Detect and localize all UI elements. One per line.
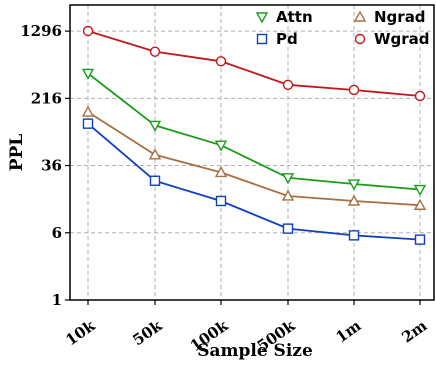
data-point-wgrad [348, 84, 360, 96]
data-point-pd [282, 223, 294, 234]
series-attn [81, 68, 427, 196]
data-point-pd [149, 175, 161, 186]
data-point-attn [281, 173, 295, 185]
x-tick-label: 50k [129, 316, 165, 349]
series-layer [81, 25, 427, 245]
legend-marker-attn [255, 12, 269, 24]
data-point-wgrad [414, 90, 426, 102]
series-line-wgrad [87, 30, 421, 97]
x-tick-label: 1m [332, 316, 364, 346]
y-tick-label: 6 [52, 224, 62, 242]
y-axis-title: PPL [7, 134, 27, 172]
data-point-ngrad [413, 198, 427, 210]
legend-label-pd: Pd [276, 30, 298, 48]
legend: Attn Ngrad Pd Wgrad [255, 8, 430, 48]
series-wgrad [82, 25, 426, 102]
y-tick-label: 1296 [20, 22, 62, 40]
data-point-wgrad [149, 46, 161, 57]
data-point-attn [81, 68, 95, 80]
y-tick-label: 1 [52, 291, 62, 309]
series-line-ngrad [87, 111, 421, 207]
series-pd [82, 118, 426, 245]
data-point-ngrad [347, 194, 361, 206]
data-point-ngrad [81, 105, 95, 117]
data-point-pd [348, 230, 360, 241]
x-axis-title: Sample Size [197, 341, 313, 361]
data-point-wgrad [82, 25, 94, 37]
legend-label-attn: Attn [276, 8, 313, 26]
legend-item-attn: Attn [255, 8, 313, 26]
plot-frame [69, 4, 435, 301]
legend-item-wgrad: Wgrad [354, 30, 430, 48]
y-tick-label: 216 [31, 89, 62, 107]
data-point-pd [414, 234, 426, 245]
series-line-attn [87, 72, 421, 191]
grid [70, 5, 434, 301]
data-point-wgrad [215, 56, 227, 67]
x-tick-label: 2m [398, 316, 430, 346]
data-point-pd [215, 195, 227, 207]
y-axis-ticks: 1 6 36 216 1296 [20, 22, 70, 309]
x-tick-label: 10k [62, 316, 98, 349]
legend-marker-ngrad [353, 10, 367, 22]
series-line-pd [87, 123, 421, 241]
data-point-ngrad [214, 165, 228, 178]
legend-item-pd: Pd [256, 30, 298, 48]
data-point-attn [413, 184, 427, 196]
series-ngrad [81, 105, 427, 210]
legend-marker-pd [256, 33, 268, 45]
legend-marker-wgrad [354, 33, 366, 45]
data-point-pd [82, 118, 94, 129]
data-point-attn [148, 120, 162, 132]
y-tick-label: 36 [41, 157, 62, 175]
data-point-attn [214, 140, 228, 152]
legend-label-ngrad: Ngrad [374, 8, 426, 26]
legend-label-wgrad: Wgrad [374, 30, 430, 48]
data-point-attn [347, 179, 361, 191]
data-point-ngrad [281, 189, 295, 201]
data-point-wgrad [282, 79, 294, 90]
legend-item-ngrad: Ngrad [353, 8, 426, 26]
data-point-ngrad [148, 148, 162, 160]
